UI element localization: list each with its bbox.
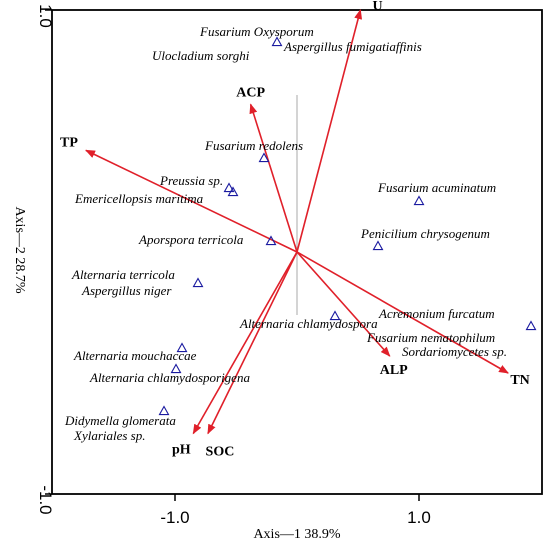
species-marker-acremonium-furcatum [525,320,537,331]
y-axis-title: Axis—2 28.7% [12,206,27,293]
species-marker-alternaria-chlamydospora [329,310,341,321]
plot-frame [51,9,543,495]
x-tick-label-2: 1.0 [407,508,431,527]
species-label-emericellopsis-maritima: Emericellopsis maritima [74,191,204,206]
vector-arrow-tp [85,149,298,253]
x-axis-title: Axis—1 38.9% [253,527,340,542]
vector-label-tn: TN [510,373,529,388]
species-marker-alternaria-terricola [192,277,204,288]
species-marker-fusarium-redolens [258,152,270,163]
species-label-aspergillus-niger: Aspergillus niger [81,283,172,298]
species-marker-emericellopsis-maritima [227,186,239,197]
species-marker-didymella-glomerata [158,405,170,416]
vector-arrow-ph [192,251,298,435]
species-label-didymella-glomerata: Didymella glomerata [64,413,176,428]
vector-arrow-tn [296,251,509,374]
species-label-ulocladium-sorghi: Ulocladium sorghi [152,48,250,63]
vector-arrow-acp [249,103,298,253]
vector-label-alp: ALP [380,363,408,378]
species-marker-alternaria-chlamydosporigena [170,363,182,374]
species-label-alternaria-mouchaccae: Alternaria mouchaccae [73,348,197,363]
species-label-fusarium-acuminatum: Fusarium acuminatum [377,180,496,195]
species-label-xylariales-sp: Xylariales sp. [73,428,146,443]
vector-arrow-alp [296,251,391,357]
species-label-preussia-sp: Preussia sp. [159,173,223,188]
species-label-fusarium-redolens: Fusarium redolens [204,138,303,153]
species-label-fusarium-oxysporum: Fusarium Oxysporum [199,24,314,39]
species-marker-alternaria-mouchaccae [176,342,188,353]
species-label-alternaria-chlamydospora: Alternaria chlamydospora [239,316,378,331]
species-label-sordariomycetes-sp: Sordariomycetes sp. [402,344,507,359]
species-label-acremonium-furcatum: Acremonium furcatum [378,306,495,321]
species-label-aspergillus-fumigatiaffinis: Aspergillus fumigatiaffinis [283,39,422,54]
y-tick-label-1: 1.0 [36,4,55,28]
vector-arrow-u [296,9,363,253]
species-marker-fusarium-oxysporum [271,36,283,47]
species-label-alternaria-chlamydosporigena: Alternaria chlamydosporigena [89,370,250,385]
vector-label-ph: pH [172,443,191,458]
vector-label-soc: SOC [206,445,235,460]
vector-label-acp: ACP [236,85,265,100]
vector-label-u: U [372,0,382,14]
vector-arrow-soc [207,251,298,435]
x-tick-label-1: -1.0 [160,508,189,527]
species-marker-aporspora-terricola [265,235,277,246]
species-label-penicilium-chrysogenum: Penicilium chrysogenum [360,226,490,241]
species-label-aporspora-terricola: Aporspora terricola [138,232,244,247]
species-marker-preussia-sp [223,182,235,193]
species-marker-penicilium-chrysogenum [372,240,384,251]
vector-label-tp: TP [60,135,78,150]
y-tick-label-2: -1.0 [36,485,55,514]
species-marker-fusarium-acuminatum [413,195,425,206]
species-label-fusarium-nematophilum: Fusarium nematophilum [366,330,495,345]
species-label-alternaria-terricola: Alternaria terricola [71,267,175,282]
